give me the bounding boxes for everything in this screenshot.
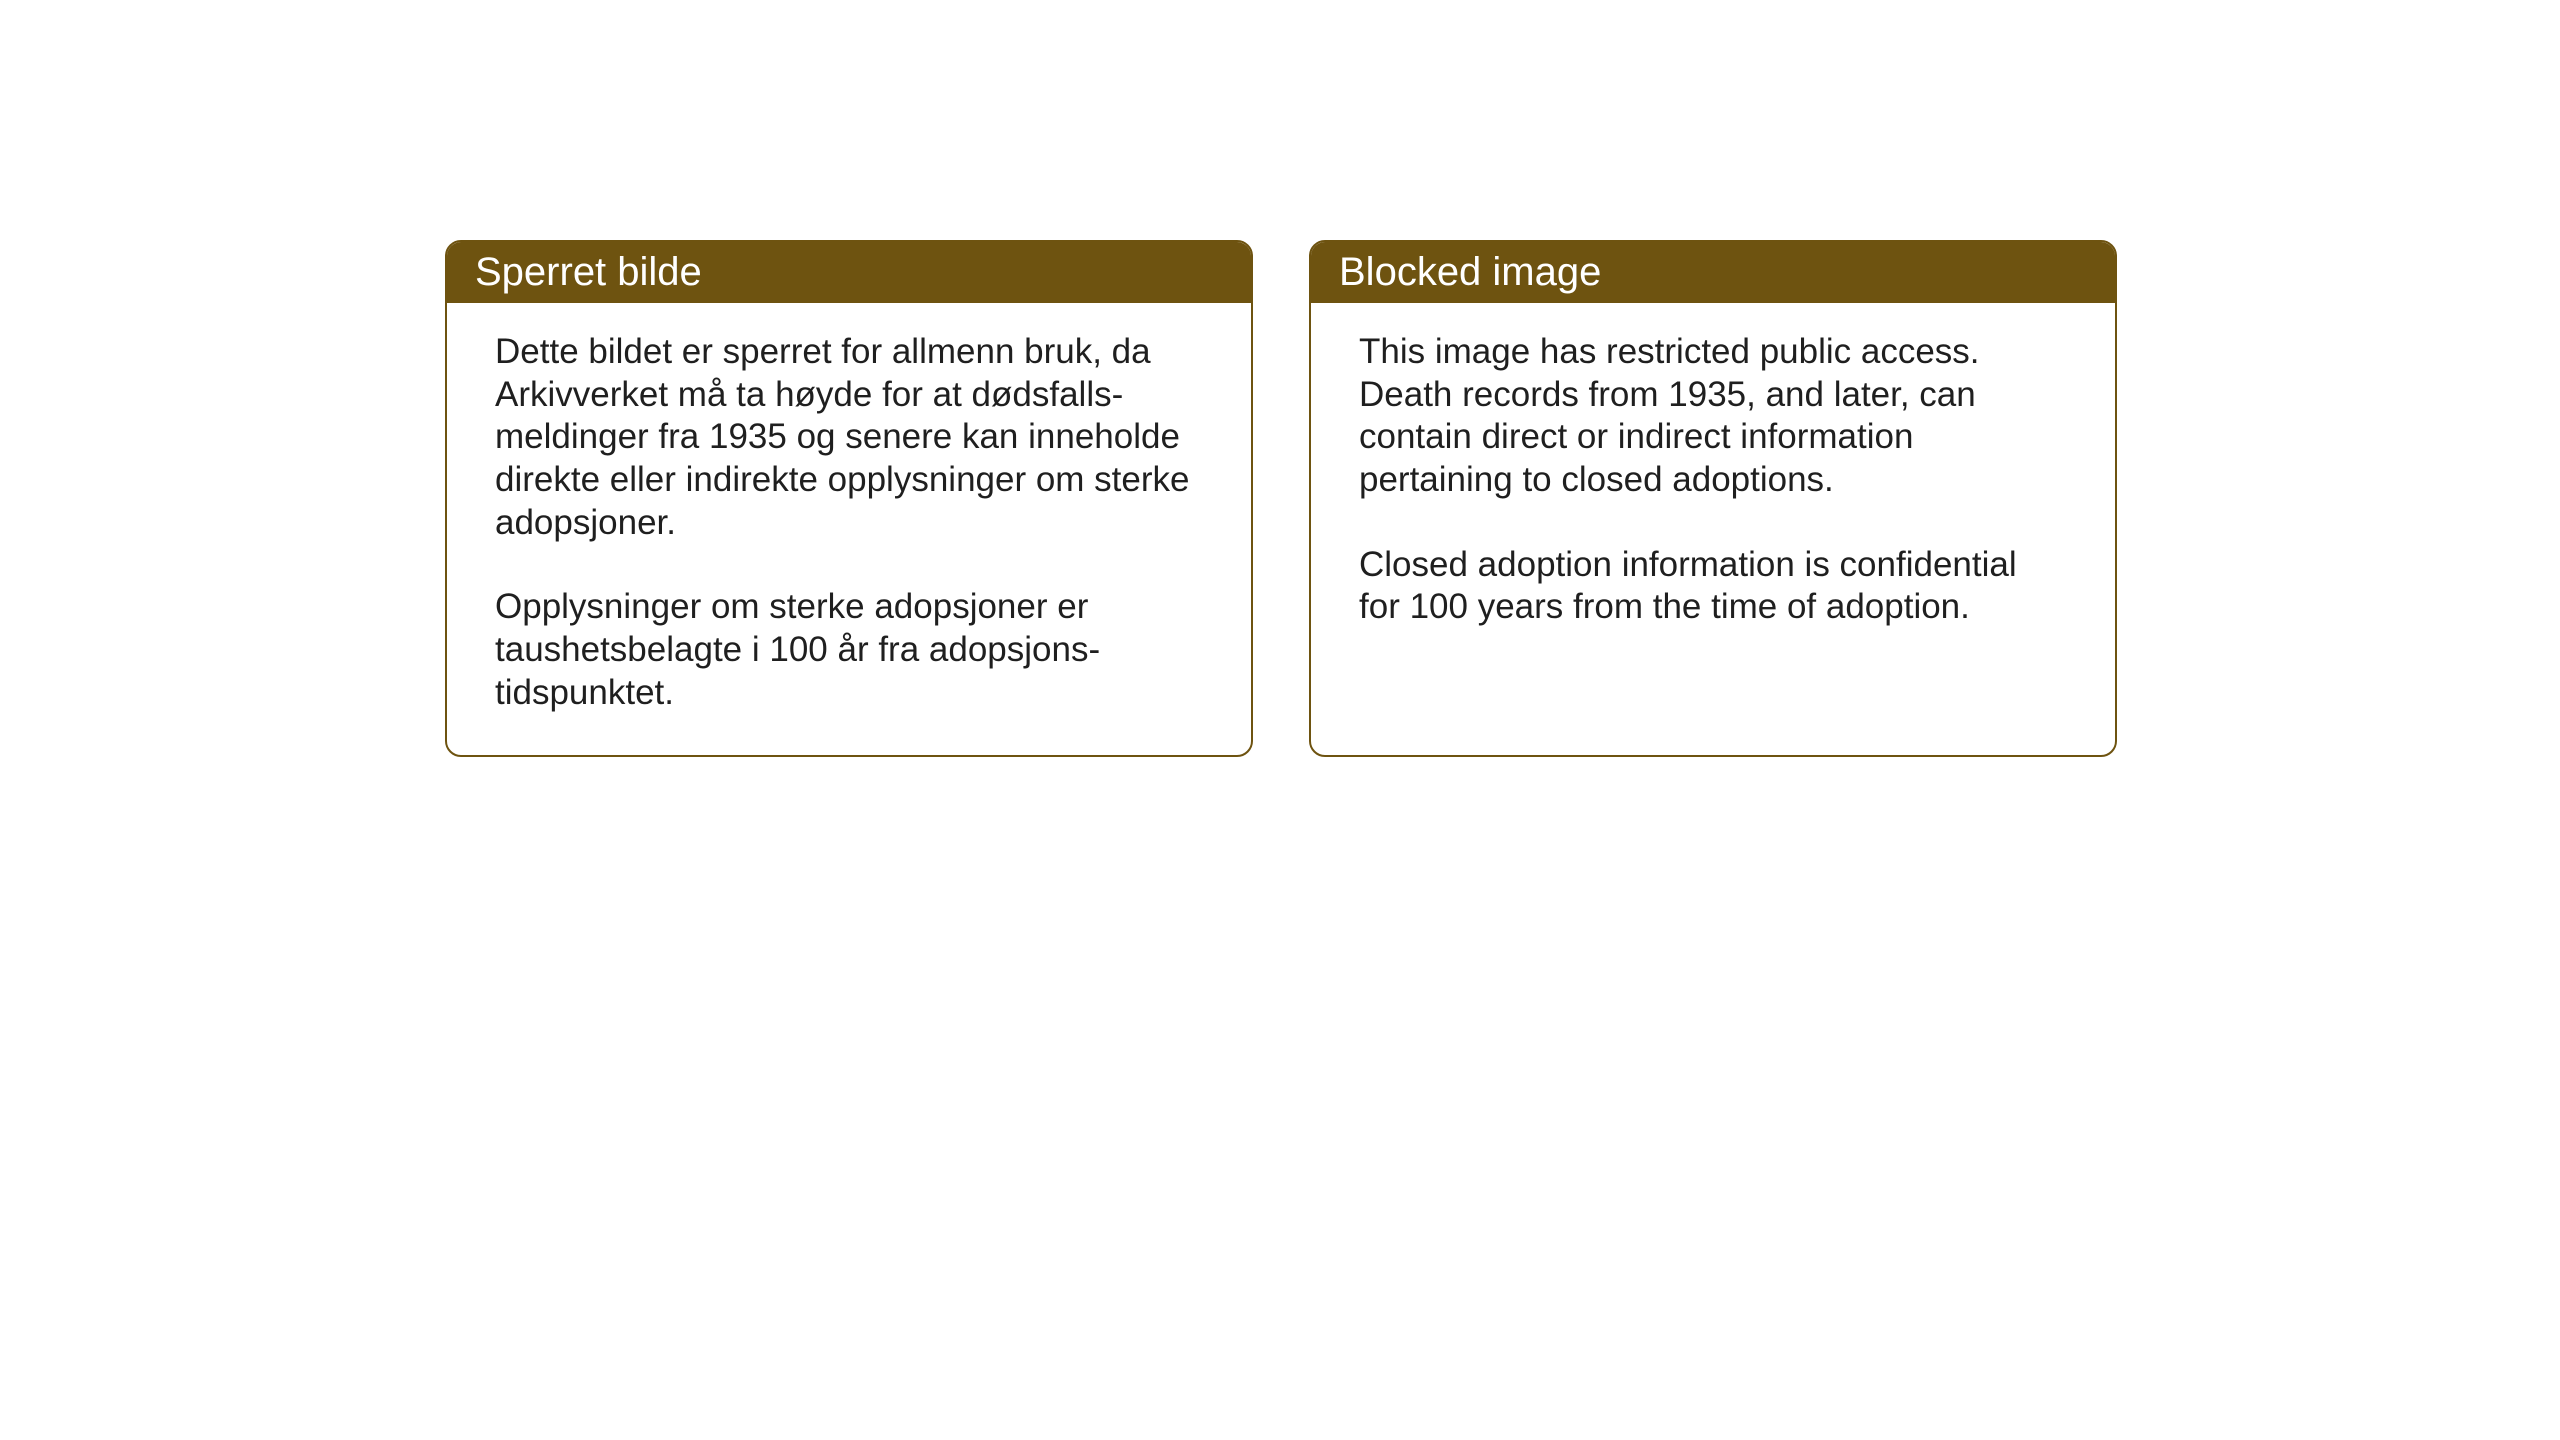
notice-container: Sperret bilde Dette bildet er sperret fo… [445,240,2117,757]
notice-box-norwegian: Sperret bilde Dette bildet er sperret fo… [445,240,1253,757]
notice-body-english: This image has restricted public access.… [1311,303,2115,753]
notice-paragraph: Opplysninger om sterke adopsjoner er tau… [495,586,1203,714]
notice-header-english: Blocked image [1311,242,2115,303]
notice-header-norwegian: Sperret bilde [447,242,1251,303]
notice-body-norwegian: Dette bildet er sperret for allmenn bruk… [447,303,1251,755]
notice-title: Blocked image [1339,250,1601,294]
notice-title: Sperret bilde [475,250,702,294]
notice-paragraph: Dette bildet er sperret for allmenn bruk… [495,331,1203,544]
notice-paragraph: This image has restricted public access.… [1359,331,2067,502]
notice-box-english: Blocked image This image has restricted … [1309,240,2117,757]
notice-paragraph: Closed adoption information is confident… [1359,544,2067,629]
